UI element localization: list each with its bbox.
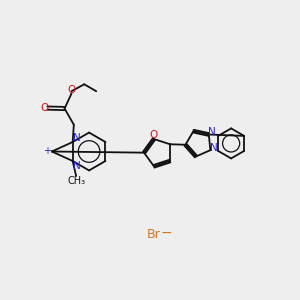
Text: +: + — [43, 146, 51, 156]
Text: Br: Br — [147, 228, 160, 241]
Text: N: N — [74, 160, 81, 171]
Text: O: O — [149, 130, 158, 140]
Text: O: O — [40, 103, 48, 113]
Text: −: − — [160, 225, 172, 239]
Text: O: O — [68, 85, 76, 95]
Text: CH₃: CH₃ — [68, 176, 86, 186]
Text: N: N — [74, 133, 81, 143]
Text: N: N — [208, 127, 216, 137]
Text: N: N — [210, 143, 218, 153]
